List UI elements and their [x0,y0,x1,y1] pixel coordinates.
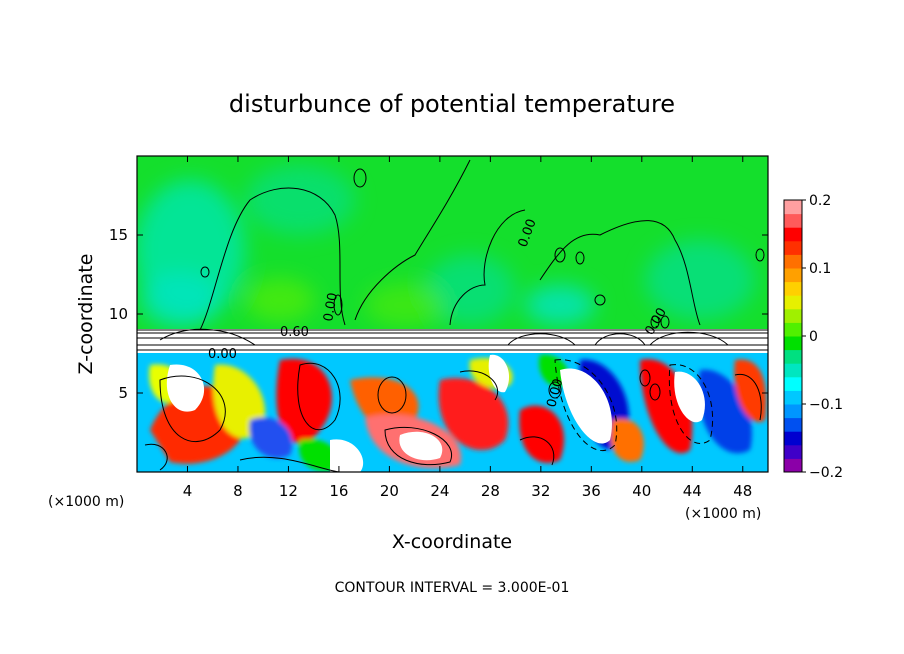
contour-label: 0.60 [280,325,309,340]
chart-title: disturbunce of potential temperature [229,90,675,118]
colorbar-tick-label: 0.2 [809,193,831,209]
colorbar-swatch [784,308,802,323]
colorbar-swatch [784,444,802,459]
x-tick-label: 8 [233,482,243,500]
upper-contours [199,159,765,331]
colorbar-swatch [784,349,802,364]
colorbar-swatch [784,417,802,432]
y-tick-label: 5 [118,384,128,402]
inversion-contours [137,328,768,351]
colorbar-tick-label: −0.2 [809,465,843,481]
x-tick-label: 48 [733,482,752,500]
colorbar-swatch [784,431,802,446]
x-tick-label: 36 [582,482,601,500]
colorbar-swatch [784,363,802,378]
colorbar-swatch [784,254,802,269]
x-tick-label: 20 [380,482,399,500]
x-unit-right: (×1000 m) [685,506,761,522]
lower-contours [144,359,762,472]
colorbar-swatch [784,322,802,337]
x-axis-ticks: 4 8 12 16 20 24 28 32 36 40 44 48 [183,156,752,500]
x-unit-left: (×1000 m) [48,494,124,510]
contour-interval-note: CONTOUR INTERVAL = 3.000E-01 [335,580,570,596]
colorbar-swatch [784,376,802,391]
y-tick-label: 15 [109,226,128,244]
colorbar-swatch [784,240,802,255]
x-axis-label: X-coordinate [392,531,512,553]
x-tick-label: 4 [183,482,193,500]
y-axis-label: Z-coordinate [75,254,97,375]
plot-area: 0.60 0.00 0.00 0.00 0.00 0.00 [137,156,768,472]
colorbar-swatch [784,268,802,283]
colorbar-tick-label: −0.1 [809,397,843,413]
upper-variations [137,165,755,328]
contour-label: 0.00 [544,377,566,409]
colorbar-swatch [784,200,802,215]
colorbar-swatch [784,281,802,296]
x-tick-label: 12 [279,482,298,500]
colorbar-swatch [784,404,802,419]
x-tick-label: 44 [683,482,702,500]
colorbar-swatch [784,390,802,405]
x-tick-label: 40 [632,482,651,500]
contour-label: 0.00 [321,292,341,323]
y-tick-label: 10 [109,305,128,323]
x-tick-label: 32 [531,482,550,500]
colorbar-tick-label: 0.1 [809,261,831,277]
colorbar: 0.2 0.1 0 −0.1 −0.2 [783,193,843,481]
contour-label: 0.00 [208,347,237,362]
y-axis-ticks: 5 10 15 [109,226,768,402]
x-tick-label: 28 [481,482,500,500]
colorbar-swatch [784,213,802,228]
colorbar-swatch [784,458,802,473]
x-tick-label: 24 [430,482,449,500]
colorbar-swatch [784,227,802,242]
x-tick-label: 16 [329,482,348,500]
colorbar-tick-label: 0 [809,329,818,345]
colorbar-swatch [784,295,802,310]
colorbar-swatch [784,336,802,351]
